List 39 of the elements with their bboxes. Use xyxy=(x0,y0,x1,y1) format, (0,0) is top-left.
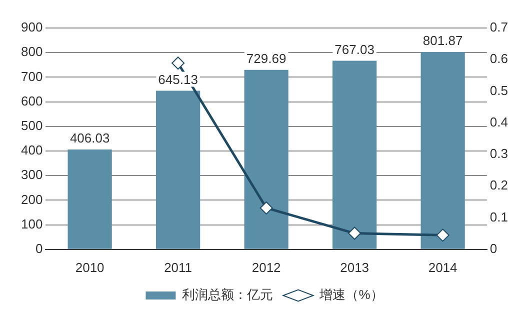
data-label: 767.03 xyxy=(334,42,374,57)
y2-tick-label: 0.2 xyxy=(490,178,508,193)
y-tick-label: 400 xyxy=(20,142,43,158)
y-tick-label: 700 xyxy=(20,68,43,84)
bar xyxy=(156,90,200,249)
bar xyxy=(332,60,377,249)
data-label: 406.03 xyxy=(70,130,110,146)
y-tick-label: 800 xyxy=(20,44,43,60)
x-tick-label: 2014 xyxy=(428,260,458,275)
y-tick-label: 600 xyxy=(20,93,43,108)
y2-tick-label: 0.4 xyxy=(490,114,508,130)
point xyxy=(348,226,362,240)
point xyxy=(260,201,273,214)
point xyxy=(436,228,450,242)
y2-tick-label: 0 xyxy=(490,240,498,256)
y-tick-label: 500 xyxy=(20,118,43,133)
data-label: 729.69 xyxy=(246,50,286,66)
y-tick-label: 0 xyxy=(35,240,43,256)
y-tick-label: 300 xyxy=(20,167,43,182)
y2-tick-label: 0.5 xyxy=(490,82,508,98)
x-tick-label: 2012 xyxy=(252,260,281,275)
y2-tick-label: 0.6 xyxy=(490,51,508,66)
x-tick-label: 2011 xyxy=(164,260,192,275)
y-tick-label: 200 xyxy=(20,192,43,207)
bar xyxy=(244,70,288,249)
legend-label: 利润总额：亿元 xyxy=(182,287,274,302)
data-label: 801.87 xyxy=(422,33,463,48)
y-tick-label: 900 xyxy=(20,20,43,35)
bar xyxy=(68,150,112,249)
y2-tick-label: 0.7 xyxy=(490,20,508,35)
legend-label: 增速（%） xyxy=(318,287,384,302)
data-label: 645.13 xyxy=(158,72,198,87)
x-tick-label: 2010 xyxy=(75,260,104,275)
y2-tick-label: 0.1 xyxy=(490,209,508,224)
y2-tick-label: 0.3 xyxy=(490,146,508,162)
x-tick-label: 2013 xyxy=(340,260,370,275)
bar xyxy=(420,52,465,249)
point xyxy=(172,56,185,70)
y-tick-label: 100 xyxy=(20,216,43,232)
